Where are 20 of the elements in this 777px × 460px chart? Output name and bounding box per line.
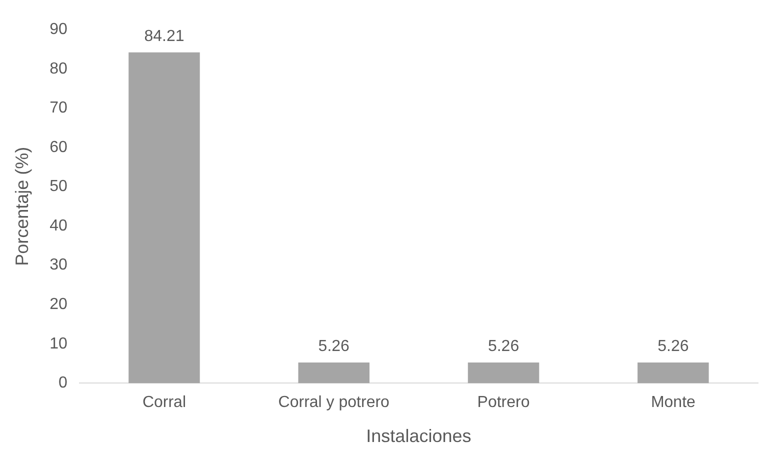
y-tick-label: 0 (58, 374, 68, 392)
y-tick-label: 10 (50, 335, 68, 352)
data-label: 5.26 (488, 338, 520, 355)
y-tick-label: 70 (50, 100, 68, 117)
data-label: 5.26 (658, 338, 689, 355)
x-tick-label: Monte (650, 394, 696, 412)
x-tick-label: Corral (142, 394, 186, 412)
y-tick-label: 30 (50, 256, 68, 274)
y-tick-label: 60 (50, 138, 68, 156)
y-tick-label: 40 (50, 217, 68, 234)
x-tick-label: Potrero (477, 394, 530, 412)
y-tick-label: 90 (50, 21, 68, 38)
data-label: 84.21 (144, 28, 184, 45)
x-axis-title: Instalaciones (366, 426, 472, 446)
y-tick-label: 50 (50, 178, 68, 196)
y-tick-label: 20 (50, 296, 68, 314)
data-label: 5.26 (318, 338, 350, 355)
x-tick-label: Corral y potrero (278, 394, 390, 412)
y-axis-title: Porcentaje (%) (12, 146, 32, 266)
y-tick-label: 80 (50, 60, 68, 78)
